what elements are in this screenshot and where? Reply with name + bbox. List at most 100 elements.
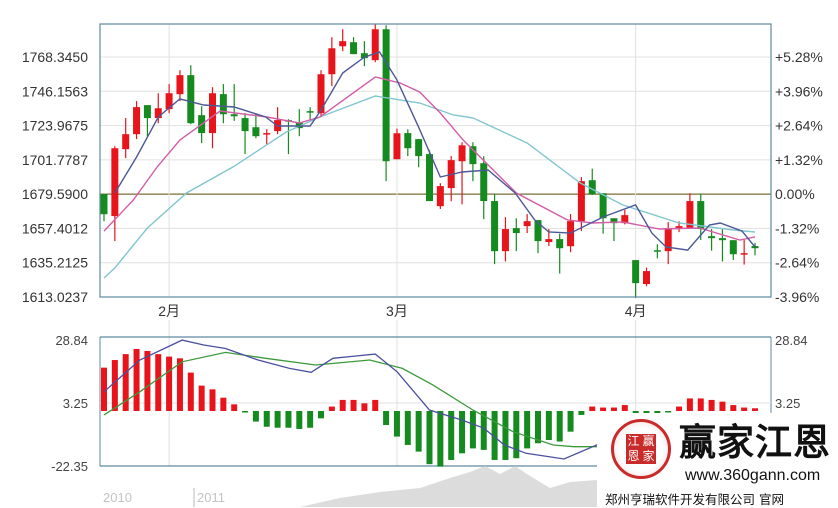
macd-bar: [621, 405, 628, 411]
ma5-line: [114, 51, 756, 251]
macd-bar: [187, 372, 194, 411]
y-right-tick-label: +1.32%: [775, 152, 823, 168]
macd-bar: [263, 410, 270, 427]
macd-bar: [252, 410, 259, 422]
candle: [284, 119, 292, 155]
macd-bar: [719, 401, 726, 411]
macd-bar: [513, 410, 520, 459]
y-tick-label: 1701.7787: [22, 152, 88, 168]
seal-char: 家: [642, 449, 655, 463]
candle-body: [328, 48, 336, 75]
ma20-line: [103, 95, 756, 279]
macd-bar: [155, 354, 162, 411]
candle: [133, 101, 141, 140]
candle: [241, 113, 249, 155]
candle-body: [111, 148, 119, 217]
macd-lines: [103, 339, 615, 460]
y-right-tick-label: +2.64%: [775, 118, 823, 134]
candle: [588, 168, 596, 196]
macd-bar: [339, 399, 346, 411]
y-right-tick-label: 0.00%: [775, 186, 815, 202]
candle-body: [675, 226, 683, 230]
candle: [491, 193, 499, 265]
macd-bar: [600, 407, 607, 411]
macd-bar: [285, 410, 292, 428]
candle-body: [360, 53, 368, 59]
candle-body: [415, 139, 423, 157]
macd-bar: [361, 403, 368, 411]
candle: [653, 244, 661, 259]
candle: [404, 129, 412, 157]
candle-body: [209, 93, 216, 134]
main-plot-border: [99, 23, 772, 298]
macd-bar: [686, 398, 693, 411]
macd-bar: [111, 360, 118, 411]
candlesticks: [100, 24, 759, 299]
candle-body: [491, 201, 499, 252]
candle: [230, 84, 238, 121]
candle-body: [426, 154, 433, 202]
macd-bar: [328, 406, 335, 411]
candle: [360, 41, 368, 67]
candle: [187, 65, 195, 125]
candle: [751, 242, 759, 256]
candle: [274, 107, 282, 135]
logo-watermark: 江 赢 恩 家 赢家江恩 www.360gann.com 郑州亨瑞软件开发有限公…: [597, 413, 838, 507]
macd-bar: [122, 354, 129, 411]
candle-body: [176, 75, 184, 95]
candle: [176, 70, 184, 102]
macd-bar: [676, 406, 683, 411]
y-tick-label: 1723.9675: [22, 118, 88, 134]
candle-body: [230, 114, 238, 117]
candle-body: [458, 145, 466, 162]
macd-bar: [426, 410, 433, 465]
candle: [371, 24, 379, 63]
candle: [263, 129, 271, 145]
candle-body: [393, 133, 401, 160]
candle-body: [436, 186, 444, 207]
macd-bar: [404, 410, 411, 445]
macd-bar: [480, 410, 487, 450]
macd-axis-labels: 28.84 28.84 3.25 3.25 -22.35: [51, 333, 807, 474]
x-tick-label: 2月: [158, 303, 180, 319]
macd-bar: [752, 408, 758, 411]
candle-body: [241, 118, 249, 132]
candle-body: [143, 105, 151, 119]
macd-bar: [372, 399, 379, 411]
candle-body: [708, 236, 716, 239]
macd-bar: [220, 397, 227, 411]
candle-body: [219, 94, 227, 115]
seal-char: 恩: [627, 449, 640, 463]
macd-bar: [242, 410, 249, 413]
dea-line: [103, 351, 614, 448]
macd-bar: [209, 389, 216, 411]
y-right-tick-label: +3.96%: [775, 83, 823, 99]
candle: [415, 139, 423, 168]
candle-body: [588, 180, 596, 195]
macd-bar: [350, 399, 357, 411]
macd-bar: [524, 410, 531, 449]
macd-y-tick-label: 3.25: [63, 396, 88, 411]
candle: [111, 146, 119, 242]
dif-line: [103, 339, 615, 460]
navigator-label-2010: 2010: [103, 490, 132, 505]
seal-logo: 江 赢 恩 家: [611, 419, 671, 479]
candle-body: [643, 271, 650, 285]
candle: [339, 29, 347, 52]
candle: [393, 128, 401, 160]
candle: [643, 267, 650, 287]
macd-bar: [459, 410, 466, 454]
candle: [328, 37, 336, 87]
macd-bar: [448, 410, 455, 460]
y-right-tick-label: -1.32%: [775, 220, 819, 236]
candle: [632, 260, 640, 299]
brand-url: www.360gann.com: [685, 467, 821, 484]
candle: [469, 142, 477, 182]
candle: [154, 93, 162, 124]
candle-body: [523, 221, 531, 227]
y-right-tick-label: -2.64%: [775, 255, 819, 271]
navigator[interactable]: 2010 2011: [103, 466, 597, 507]
macd-bar: [556, 410, 563, 442]
candle: [556, 233, 564, 274]
candle-body: [371, 29, 379, 61]
